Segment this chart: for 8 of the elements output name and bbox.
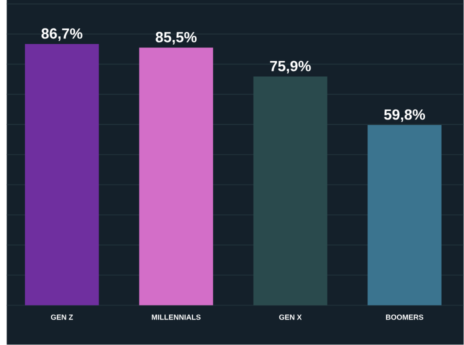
bar bbox=[368, 125, 442, 306]
data-label: 75,9% bbox=[270, 61, 311, 74]
data-label: 86,7% bbox=[42, 28, 82, 42]
bar bbox=[253, 76, 328, 306]
bar bbox=[139, 48, 214, 306]
data-label: 59,8% bbox=[384, 110, 426, 122]
bar bbox=[24, 44, 99, 306]
data-label: 85,5% bbox=[156, 32, 197, 45]
